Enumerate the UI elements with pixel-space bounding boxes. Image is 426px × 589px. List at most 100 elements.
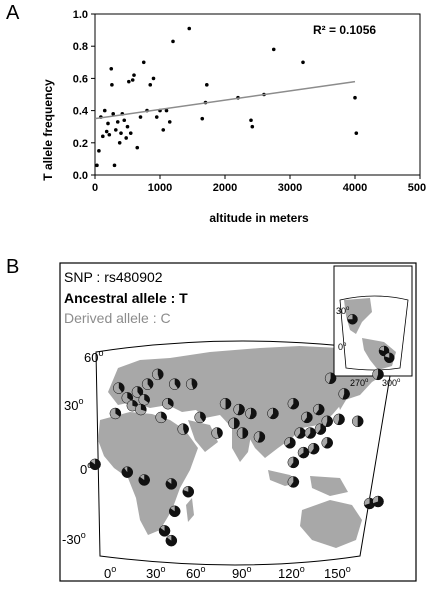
pie-ancestral-slice (315, 404, 325, 416)
population-pie (233, 403, 245, 416)
population-pie (321, 415, 333, 428)
population-pie (194, 411, 206, 424)
population-pie (168, 505, 181, 518)
africa-land (98, 412, 198, 535)
population-pie-markers (89, 314, 395, 547)
degree-superscript: o (300, 564, 305, 574)
plot-border (94, 13, 421, 176)
degree-superscript: o (343, 342, 347, 348)
panel-b-label: B (6, 256, 20, 278)
x-tick-label: 1000 (148, 182, 172, 194)
y-tick-label: 0.2 (73, 138, 88, 150)
data-point (102, 108, 107, 113)
data-point (148, 83, 153, 87)
derived-allele-label: Derived allele : C (64, 310, 171, 326)
snp-label: SNP : rs480902 (64, 269, 163, 285)
data-point (200, 116, 205, 121)
x-tick-label: 3000 (278, 182, 302, 194)
population-pie (372, 495, 384, 508)
pie-ancestral-slice (137, 386, 143, 397)
population-pie (211, 427, 223, 439)
population-pie (287, 476, 300, 488)
latitude-label: -30o (62, 530, 86, 547)
population-pie (141, 378, 154, 390)
data-point (249, 118, 253, 123)
population-pie (121, 466, 134, 478)
panel-a-label: A (6, 2, 20, 24)
population-pie (135, 403, 147, 416)
r-squared-annotation: R² = 0.1056 (313, 23, 376, 37)
population-pie (284, 437, 296, 449)
y-axis-title: T allele frequency (41, 79, 55, 181)
population-pie (89, 458, 101, 471)
pie-ancestral-slice (376, 368, 384, 380)
data-point (97, 149, 101, 153)
data-point (161, 128, 166, 132)
population-pie (253, 431, 266, 443)
data-point (151, 76, 156, 81)
data-point (354, 131, 359, 135)
degree-superscript: o (81, 530, 86, 540)
data-point (95, 163, 99, 168)
data-point (122, 118, 127, 123)
population-pie (182, 485, 195, 498)
population-pie (287, 456, 300, 469)
population-pie (168, 378, 181, 390)
pie-ancestral-slice (147, 378, 154, 389)
degree-superscript: o (346, 564, 351, 574)
population-pie (324, 372, 337, 385)
population-pie (297, 446, 310, 459)
data-point (271, 47, 276, 52)
inset-longitude-label: 300o (382, 378, 401, 388)
pie-ancestral-slice (249, 407, 257, 419)
pie-ancestral-slice (290, 476, 299, 488)
pie-ancestral-slice (269, 407, 279, 419)
population-pie (313, 403, 325, 416)
data-point (205, 83, 209, 87)
population-pie (126, 399, 139, 412)
population-pie (109, 407, 122, 420)
data-point (141, 60, 146, 65)
pie-ancestral-slice (325, 415, 333, 427)
degree-superscript: o (397, 378, 401, 384)
data-point (353, 95, 357, 100)
y-tick-label: 1.0 (73, 9, 88, 21)
data-point (124, 136, 128, 140)
population-pie (245, 407, 257, 420)
population-pie (338, 388, 350, 400)
pie-ancestral-slice (183, 423, 189, 435)
chart-plot-area (94, 13, 421, 176)
x-tick-label: 0 (92, 182, 98, 194)
pie-ancestral-slice (182, 486, 194, 498)
australia-land (300, 500, 362, 548)
data-point (111, 112, 115, 116)
degree-superscript: o (111, 564, 116, 574)
pie-ancestral-slice (257, 431, 265, 443)
population-pie (384, 352, 395, 364)
population-pie (113, 382, 125, 394)
data-point (127, 79, 131, 84)
population-pie (333, 413, 345, 426)
inset-latitude-label: 0o (338, 342, 347, 352)
population-pie (347, 314, 358, 325)
pie-ancestral-slice (167, 398, 174, 407)
population-pie (165, 478, 178, 490)
pie-ancestral-slice (285, 437, 296, 449)
pie-ancestral-slice (347, 314, 358, 325)
pie-ancestral-slice (299, 447, 310, 459)
data-point (128, 131, 133, 135)
data-point (119, 131, 123, 135)
data-point (164, 108, 169, 113)
pie-ancestral-slice (118, 382, 125, 393)
longitude-label: 120o (278, 564, 305, 581)
pie-ancestral-slice (234, 417, 240, 429)
inset-tick-labels: 30o 0o 270o 300o (336, 306, 401, 388)
population-pie (228, 417, 240, 430)
pie-ancestral-slice (372, 496, 384, 508)
pie-ancestral-slice (290, 456, 299, 468)
data-point (171, 39, 175, 44)
pie-ancestral-slice (115, 407, 121, 417)
ancestral-allele-label: Ancestral allele : T (64, 290, 188, 306)
pie-ancestral-slice (237, 404, 245, 416)
population-pie (321, 437, 333, 449)
